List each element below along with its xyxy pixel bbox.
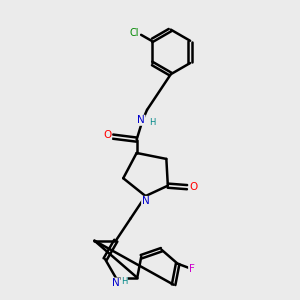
Text: Cl: Cl xyxy=(130,28,139,38)
Text: N: N xyxy=(137,115,145,125)
Text: H: H xyxy=(149,118,155,127)
Text: N: N xyxy=(112,278,120,288)
Text: O: O xyxy=(189,182,197,192)
Text: H: H xyxy=(121,277,127,286)
Text: O: O xyxy=(103,130,112,140)
Text: F: F xyxy=(189,264,194,274)
Text: N: N xyxy=(142,196,149,206)
